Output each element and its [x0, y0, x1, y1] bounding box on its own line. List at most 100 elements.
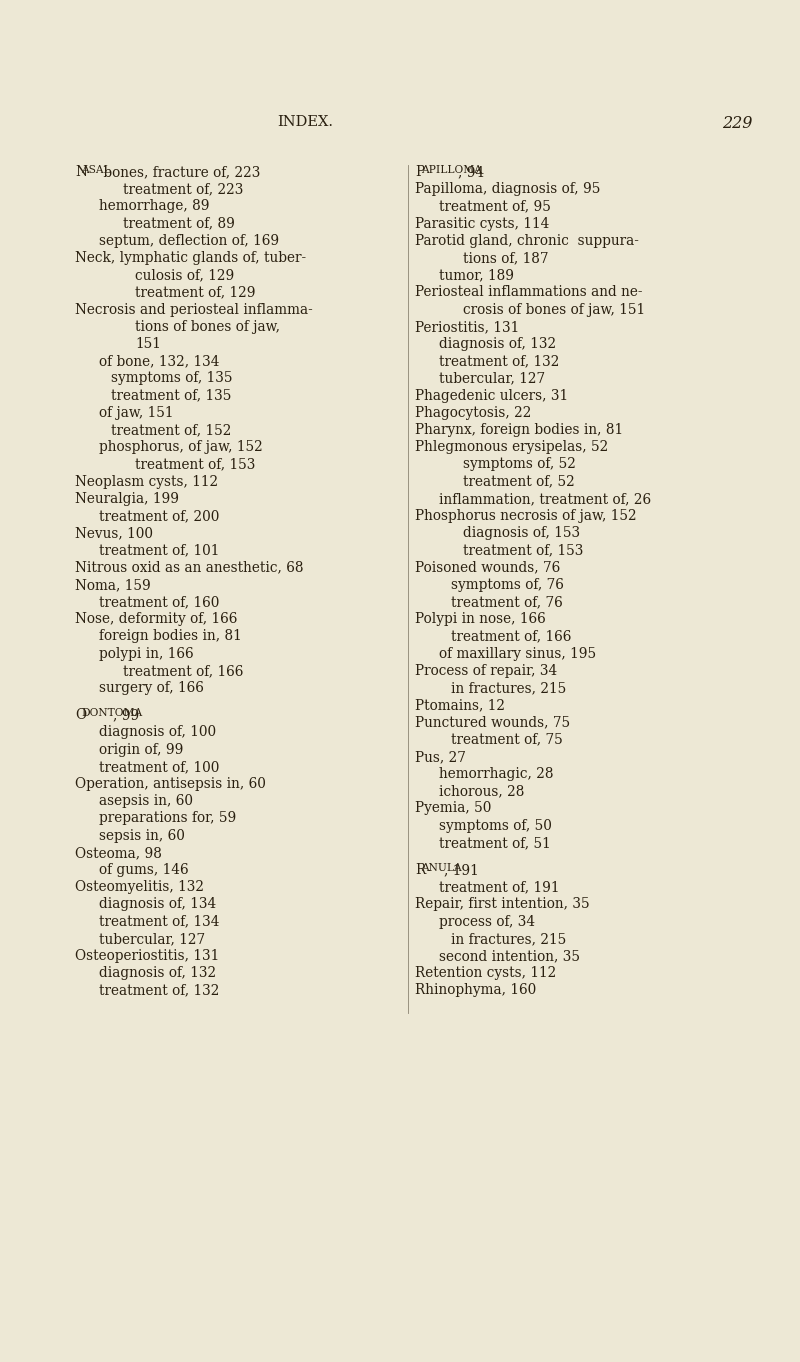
- Text: Nitrous oxid as an anesthetic, 68: Nitrous oxid as an anesthetic, 68: [75, 561, 303, 575]
- Text: diagnosis of, 153: diagnosis of, 153: [463, 526, 580, 541]
- Text: treatment of, 132: treatment of, 132: [99, 983, 219, 997]
- Text: treatment of, 52: treatment of, 52: [463, 474, 574, 489]
- Text: Poisoned wounds, 76: Poisoned wounds, 76: [415, 561, 560, 575]
- Text: APILLOMA: APILLOMA: [421, 165, 482, 174]
- Text: Osteomyelitis, 132: Osteomyelitis, 132: [75, 880, 204, 895]
- Text: 229: 229: [722, 114, 752, 132]
- Text: ASAL: ASAL: [81, 165, 110, 174]
- Text: Pharynx, foreign bodies in, 81: Pharynx, foreign bodies in, 81: [415, 424, 623, 437]
- Text: diagnosis of, 132: diagnosis of, 132: [439, 336, 556, 351]
- Text: Osteoperiostitis, 131: Osteoperiostitis, 131: [75, 949, 219, 963]
- Text: Parasitic cysts, 114: Parasitic cysts, 114: [415, 217, 550, 230]
- Text: Periosteal inflammations and ne-: Periosteal inflammations and ne-: [415, 286, 642, 300]
- Text: process of, 34: process of, 34: [439, 915, 535, 929]
- Text: Phosphorus necrosis of jaw, 152: Phosphorus necrosis of jaw, 152: [415, 509, 637, 523]
- Text: , 191: , 191: [444, 864, 478, 877]
- Text: second intention, 35: second intention, 35: [439, 949, 580, 963]
- Text: treatment of, 152: treatment of, 152: [111, 424, 231, 437]
- Text: Papilloma, diagnosis of, 95: Papilloma, diagnosis of, 95: [415, 183, 600, 196]
- Text: sepsis in, 60: sepsis in, 60: [99, 828, 185, 843]
- Text: Phlegmonous erysipelas, 52: Phlegmonous erysipelas, 52: [415, 440, 608, 454]
- Text: treatment of, 95: treatment of, 95: [439, 199, 551, 214]
- Text: Noma, 159: Noma, 159: [75, 577, 150, 592]
- Text: INDEX.: INDEX.: [277, 114, 333, 129]
- Text: Punctured wounds, 75: Punctured wounds, 75: [415, 715, 570, 730]
- Text: Phagocytosis, 22: Phagocytosis, 22: [415, 406, 531, 419]
- Text: treatment of, 134: treatment of, 134: [99, 915, 219, 929]
- Text: symptoms of, 76: symptoms of, 76: [451, 577, 564, 592]
- Text: tubercular, 127: tubercular, 127: [99, 932, 205, 945]
- Text: treatment of, 129: treatment of, 129: [135, 286, 255, 300]
- Text: phosphorus, of jaw, 152: phosphorus, of jaw, 152: [99, 440, 262, 454]
- Text: ichorous, 28: ichorous, 28: [439, 785, 524, 798]
- Text: tubercular, 127: tubercular, 127: [439, 372, 545, 385]
- Text: diagnosis of, 134: diagnosis of, 134: [99, 898, 216, 911]
- Text: of jaw, 151: of jaw, 151: [99, 406, 174, 419]
- Text: of bone, 132, 134: of bone, 132, 134: [99, 354, 219, 368]
- Text: treatment of, 100: treatment of, 100: [99, 760, 219, 774]
- Text: of gums, 146: of gums, 146: [99, 864, 189, 877]
- Text: asepsis in, 60: asepsis in, 60: [99, 794, 193, 808]
- Text: inflammation, treatment of, 26: inflammation, treatment of, 26: [439, 492, 651, 505]
- Text: treatment of, 132: treatment of, 132: [439, 354, 559, 368]
- Text: of maxillary sinus, 195: of maxillary sinus, 195: [439, 647, 596, 661]
- Text: treatment of, 200: treatment of, 200: [99, 509, 219, 523]
- Text: Parotid gland, chronic  suppura-: Parotid gland, chronic suppura-: [415, 234, 639, 248]
- Text: Operation, antisepsis in, 60: Operation, antisepsis in, 60: [75, 776, 266, 791]
- Text: Neoplasm cysts, 112: Neoplasm cysts, 112: [75, 474, 218, 489]
- Text: Osteoma, 98: Osteoma, 98: [75, 846, 162, 859]
- Text: in fractures, 215: in fractures, 215: [451, 932, 566, 945]
- Text: Nose, deformity of, 166: Nose, deformity of, 166: [75, 612, 238, 627]
- Text: treatment of, 101: treatment of, 101: [99, 543, 219, 557]
- Text: treatment of, 166: treatment of, 166: [123, 663, 243, 678]
- Text: symptoms of, 135: symptoms of, 135: [111, 372, 233, 385]
- Text: N: N: [75, 165, 87, 178]
- Text: septum, deflection of, 169: septum, deflection of, 169: [99, 234, 279, 248]
- Text: Necrosis and periosteal inflamma-: Necrosis and periosteal inflamma-: [75, 302, 313, 316]
- Text: treatment of, 51: treatment of, 51: [439, 836, 550, 850]
- Text: DONTOMA: DONTOMA: [81, 708, 142, 718]
- Text: Rhinophyma, 160: Rhinophyma, 160: [415, 983, 536, 997]
- Text: Retention cysts, 112: Retention cysts, 112: [415, 966, 556, 981]
- Text: Nevus, 100: Nevus, 100: [75, 526, 153, 541]
- Text: Ptomains, 12: Ptomains, 12: [415, 699, 505, 712]
- Text: 151: 151: [135, 336, 161, 351]
- Text: Phagedenic ulcers, 31: Phagedenic ulcers, 31: [415, 388, 568, 403]
- Text: symptoms of, 50: symptoms of, 50: [439, 819, 552, 832]
- Text: hemorrhage, 89: hemorrhage, 89: [99, 199, 210, 214]
- Text: treatment of, 223: treatment of, 223: [123, 183, 243, 196]
- Text: polypi in, 166: polypi in, 166: [99, 647, 194, 661]
- Text: Pus, 27: Pus, 27: [415, 750, 466, 764]
- Text: symptoms of, 52: symptoms of, 52: [463, 458, 576, 471]
- Text: crosis of bones of jaw, 151: crosis of bones of jaw, 151: [463, 302, 645, 316]
- Text: treatment of, 160: treatment of, 160: [99, 595, 219, 609]
- Text: treatment of, 89: treatment of, 89: [123, 217, 235, 230]
- Text: Periostitis, 131: Periostitis, 131: [415, 320, 519, 334]
- Text: treatment of, 75: treatment of, 75: [451, 733, 562, 746]
- Text: P: P: [415, 165, 424, 178]
- Text: surgery of, 166: surgery of, 166: [99, 681, 204, 695]
- Text: Pyemia, 50: Pyemia, 50: [415, 801, 491, 816]
- Text: Process of repair, 34: Process of repair, 34: [415, 663, 558, 678]
- Text: treatment of, 153: treatment of, 153: [135, 458, 255, 471]
- Text: culosis of, 129: culosis of, 129: [135, 268, 234, 282]
- Text: tions of bones of jaw,: tions of bones of jaw,: [135, 320, 280, 334]
- Text: preparations for, 59: preparations for, 59: [99, 812, 236, 825]
- Text: Polypi in nose, 166: Polypi in nose, 166: [415, 612, 546, 627]
- Text: Neuralgia, 199: Neuralgia, 199: [75, 492, 179, 505]
- Text: O: O: [75, 708, 86, 722]
- Text: diagnosis of, 132: diagnosis of, 132: [99, 966, 216, 981]
- Text: R: R: [415, 864, 426, 877]
- Text: treatment of, 153: treatment of, 153: [463, 543, 583, 557]
- Text: , 94: , 94: [458, 165, 484, 178]
- Text: diagnosis of, 100: diagnosis of, 100: [99, 726, 216, 740]
- Text: tumor, 189: tumor, 189: [439, 268, 514, 282]
- Text: foreign bodies in, 81: foreign bodies in, 81: [99, 629, 242, 643]
- Text: treatment of, 166: treatment of, 166: [451, 629, 571, 643]
- Text: Repair, first intention, 35: Repair, first intention, 35: [415, 898, 590, 911]
- Text: bones, fracture of, 223: bones, fracture of, 223: [99, 165, 261, 178]
- Text: origin of, 99: origin of, 99: [99, 742, 183, 757]
- Text: Neck, lymphatic glands of, tuber-: Neck, lymphatic glands of, tuber-: [75, 251, 306, 266]
- Text: ANULA: ANULA: [421, 864, 462, 873]
- Text: , 99: , 99: [113, 708, 139, 722]
